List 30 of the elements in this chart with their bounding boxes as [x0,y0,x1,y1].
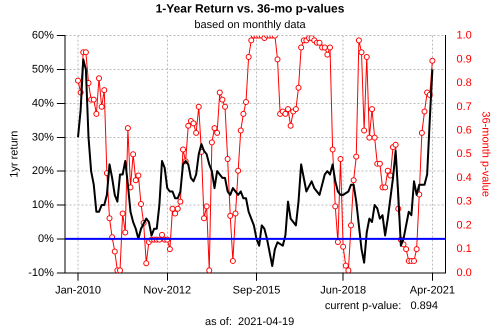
text: as of: 2021-04-19 [205,316,294,328]
y-tick-label: 20% [32,165,54,178]
y-tick-label: 40% [32,97,54,110]
text: current p-value: 0.894 [324,300,438,312]
y2-axis-title: 36-month p-value [479,111,492,198]
x-tick-label: Nov-2012 [143,284,192,296]
y2-tick-label: 0.3 [456,196,472,208]
y2-tick-label: 0.6 [456,124,472,137]
y2-tick-label: 0.4 [456,172,472,184]
y-tick-label: 60% [32,30,54,42]
x-tick-label: Jan-2010 [55,284,101,296]
y2-tick-label: 0.2 [456,219,472,232]
y-tick-label: 30% [32,131,54,144]
y2-tick-label: 0.0 [456,266,472,279]
y-tick-label: -10% [28,266,54,279]
y2-tick-label: 0.9 [456,53,472,66]
y2-tick-label: 0.8 [456,77,472,90]
y-axis-title: 1yr return [8,130,21,178]
x-tick-label: Apr-2021 [410,284,456,296]
y-tick-label: 10% [32,199,54,212]
chart-title: 1-Year Return vs. 36-mo p-values [156,2,345,16]
y2-tick-label: 0.5 [456,148,472,160]
y2-tick-label: 0.1 [456,243,472,256]
x-tick-label: Sep-2015 [232,284,280,296]
y2-tick-label: 0.7 [456,100,472,113]
y-tick-label: 0% [38,232,54,245]
chart-subtitle: based on monthly data [194,19,307,32]
x-tick-label: Jun-2018 [320,284,366,296]
y2-tick-label: 1.0 [456,30,472,42]
y-tick-label: 50% [32,64,54,76]
